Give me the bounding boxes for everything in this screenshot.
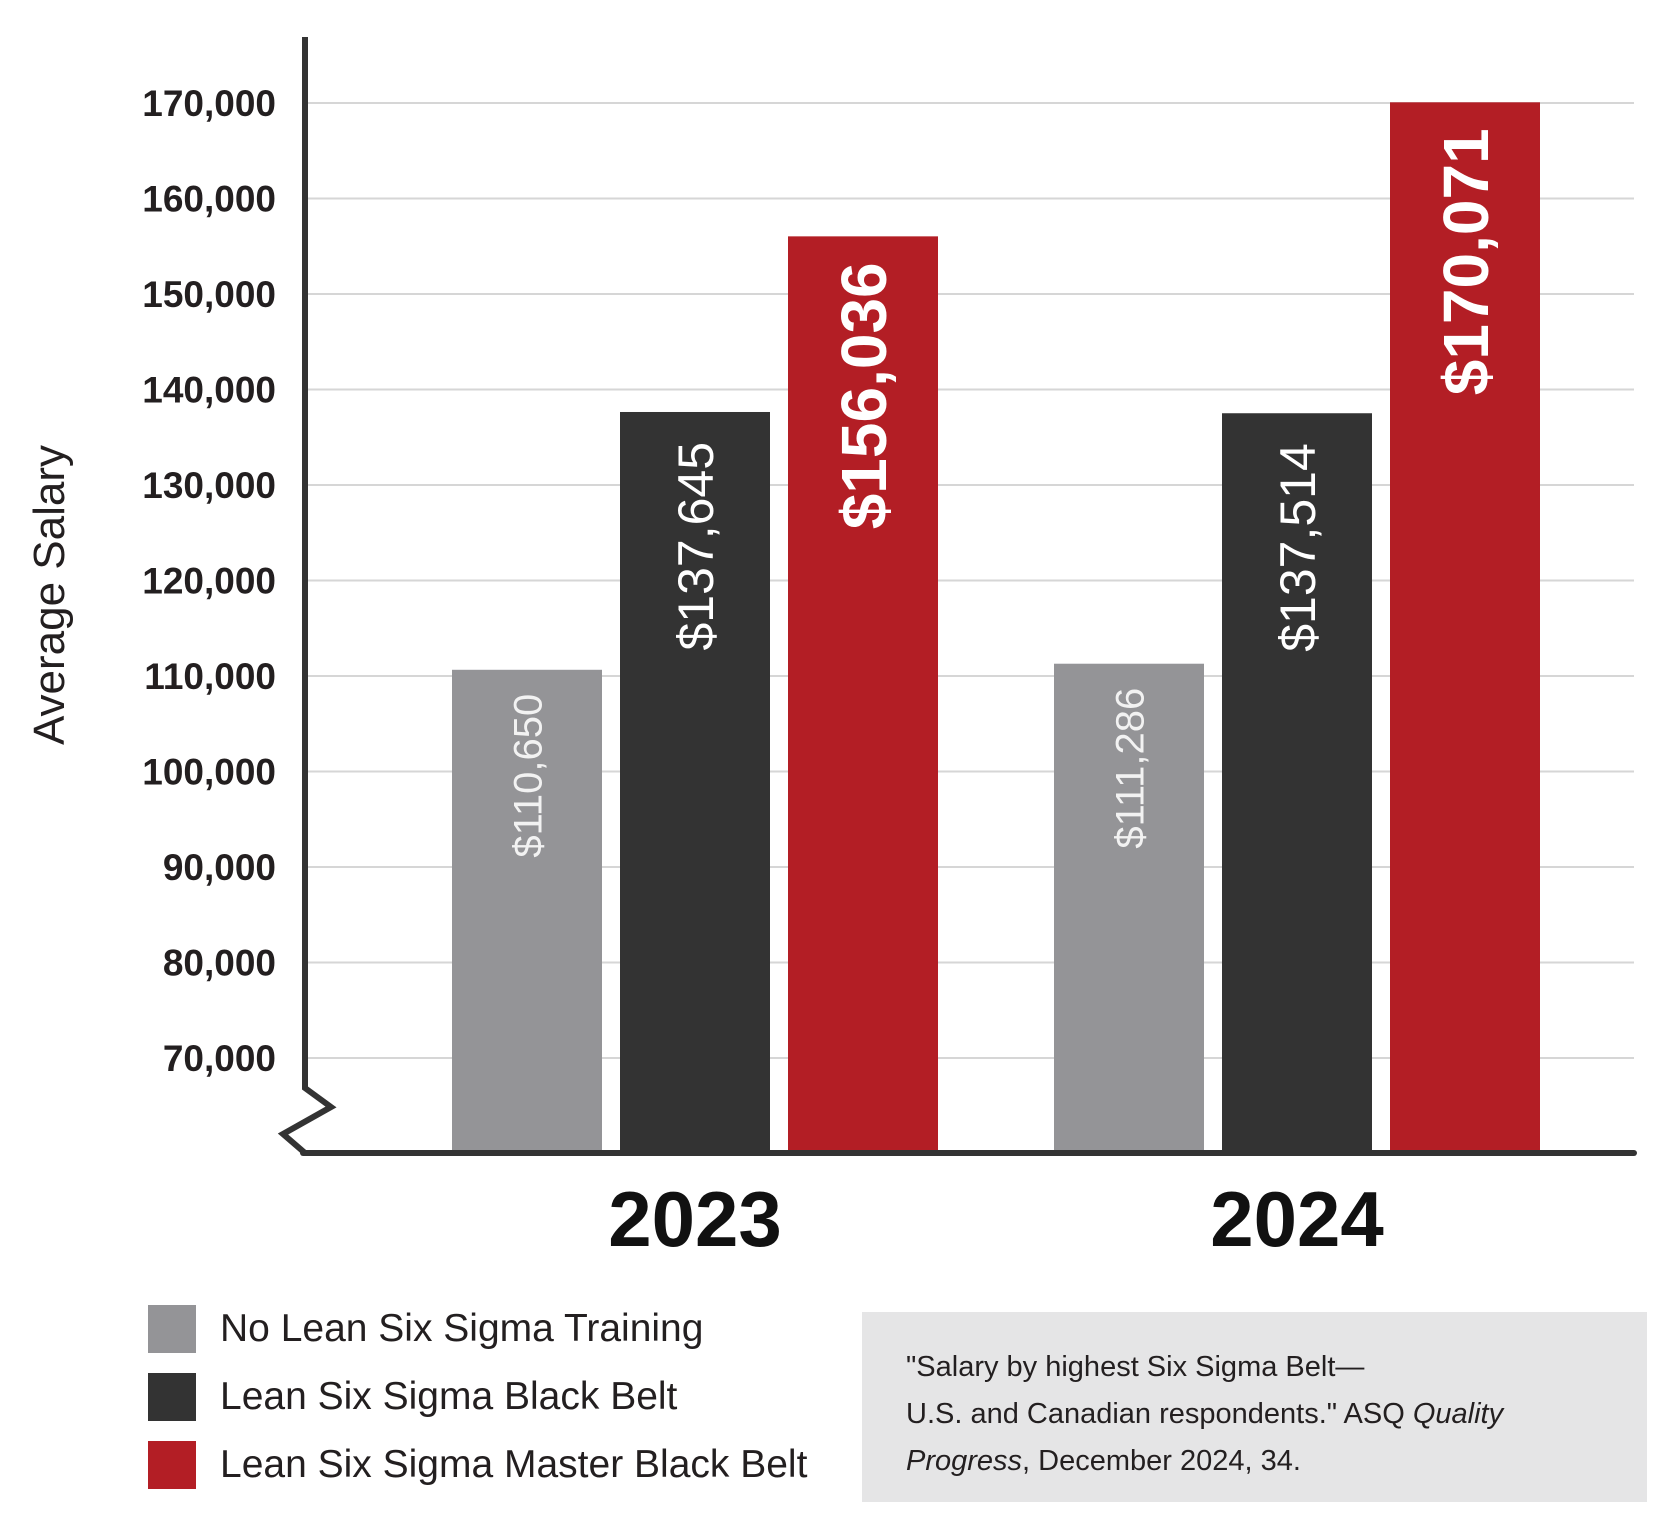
- source-line-1: "Salary by highest Six Sigma Belt—: [906, 1351, 1365, 1383]
- y-tick-label: 100,000: [142, 752, 276, 793]
- bar-value-label: $156,036: [828, 262, 900, 529]
- y-tick-label: 130,000: [142, 465, 276, 506]
- bar-value-label: $137,645: [668, 442, 724, 651]
- bar: [452, 669, 602, 1153]
- y-axis-label: Average Salary: [25, 445, 74, 745]
- bar-value-label: $110,650: [506, 694, 550, 858]
- bar: [620, 411, 770, 1154]
- y-tick-label: 170,000: [142, 83, 276, 124]
- source-citation-box: "Salary by highest Six Sigma Belt— U.S. …: [862, 1312, 1647, 1502]
- y-tick-label: 120,000: [142, 561, 276, 602]
- x-category-label: 2024: [1210, 1175, 1384, 1263]
- bar: [1390, 102, 1540, 1154]
- bars: [452, 102, 1540, 1154]
- y-tick-label: 90,000: [163, 847, 276, 888]
- x-category-label: 2023: [608, 1175, 782, 1263]
- y-tick-label: 80,000: [163, 943, 276, 984]
- y-tick-label: 150,000: [142, 274, 276, 315]
- axes: [277, 37, 1637, 1156]
- bar-value-labels: $110,650 $137,645 $156,036 $111,286 $137,514…: [506, 128, 1502, 857]
- legend-label: Lean Six Sigma Black Belt: [220, 1375, 678, 1418]
- legend-label: No Lean Six Sigma Training: [220, 1307, 704, 1350]
- bar-value-label: $170,071: [1430, 128, 1502, 395]
- source-line-3: Progress, December 2024, 34.: [906, 1445, 1301, 1477]
- legend-item-no-training: No Lean Six Sigma Training: [148, 1305, 888, 1353]
- y-axis-line: [277, 37, 337, 1156]
- bar: [1222, 413, 1372, 1153]
- bar-value-label: $111,286: [1108, 688, 1152, 849]
- y-tick-label: 160,000: [142, 179, 276, 220]
- legend-label: Lean Six Sigma Master Black Belt: [220, 1443, 808, 1486]
- x-category-labels: 2023 2024: [608, 1175, 1384, 1263]
- legend-swatch: [148, 1441, 196, 1489]
- legend: No Lean Six Sigma Training Lean Six Sigm…: [148, 1305, 888, 1509]
- legend-swatch: [148, 1373, 196, 1421]
- y-tick-label: 140,000: [142, 370, 276, 411]
- bar-value-label: $137,514: [1270, 443, 1326, 652]
- y-tick-label: 70,000: [163, 1038, 276, 1079]
- y-tick-label: 110,000: [144, 656, 276, 697]
- y-tick-labels: 70,000 80,000 90,000 100,000 110,000 120,000 1…: [142, 83, 276, 1079]
- source-line-2: U.S. and Canadian respondents." ASQ Qual…: [906, 1398, 1504, 1430]
- legend-item-master-black-belt: Lean Six Sigma Master Black Belt: [148, 1441, 888, 1489]
- legend-item-black-belt: Lean Six Sigma Black Belt: [148, 1373, 888, 1421]
- bar-chart: $110,650 $137,645 $156,036 $111,286 $137,514…: [25, 37, 1637, 1263]
- bar: [1054, 663, 1204, 1153]
- bar: [788, 236, 938, 1153]
- legend-swatch: [148, 1305, 196, 1353]
